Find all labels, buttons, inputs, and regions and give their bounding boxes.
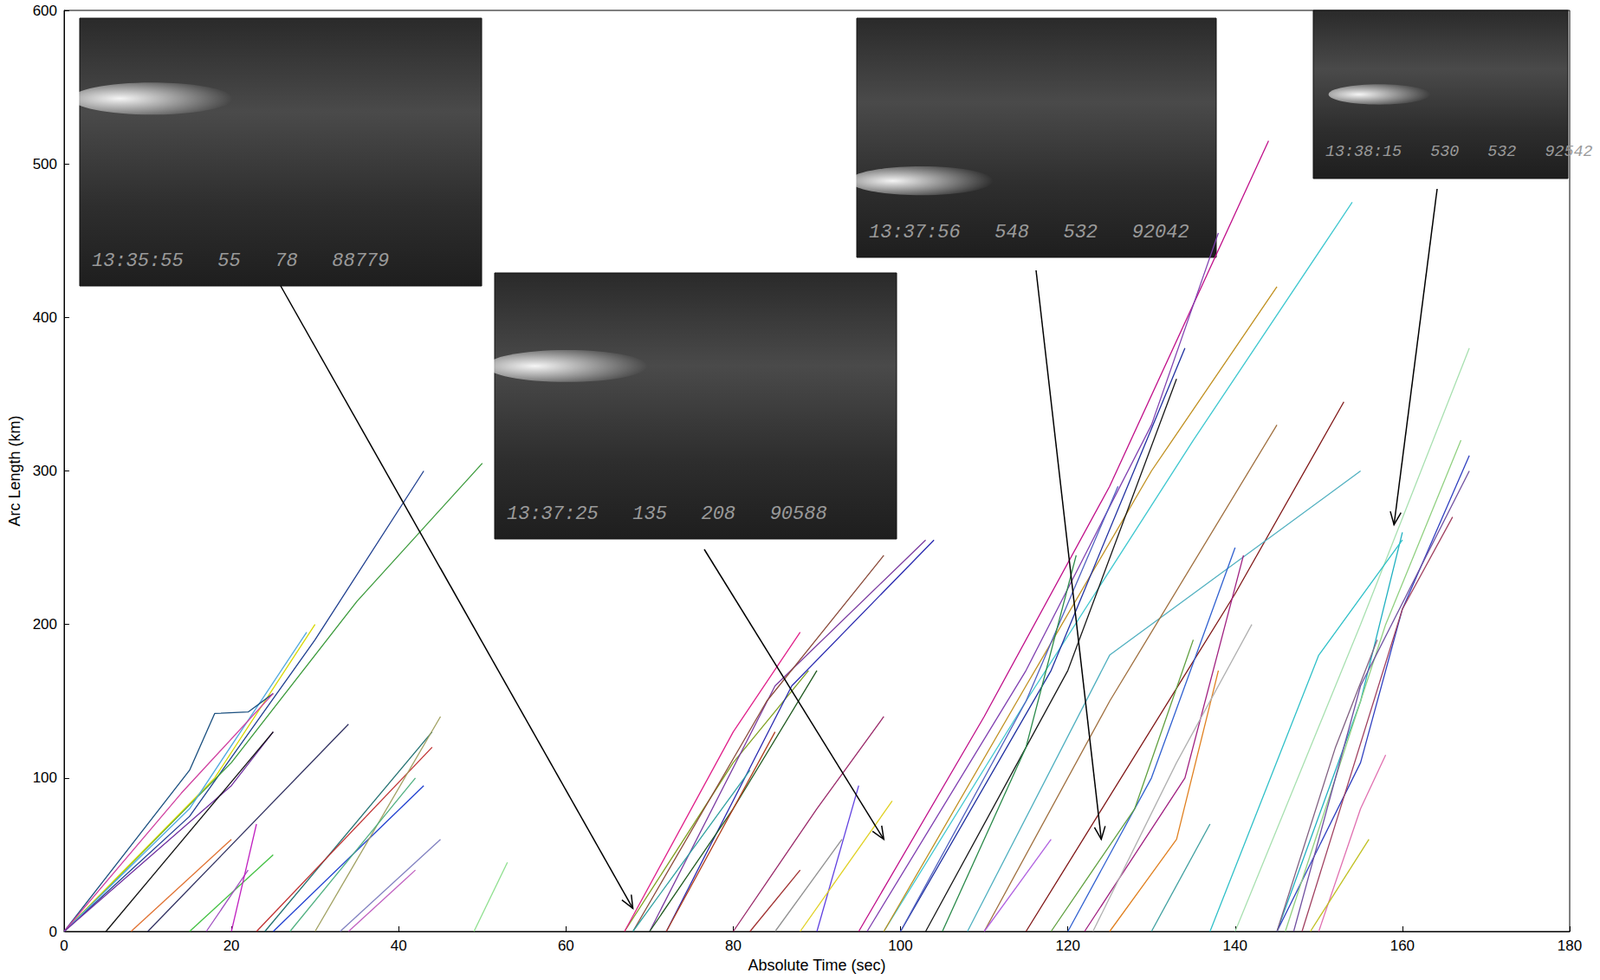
svg-text:40: 40 bbox=[390, 937, 408, 954]
svg-text:13:35:55 55 78 88779: 13:35:55 55 78 88779 bbox=[91, 250, 389, 273]
svg-text:120: 120 bbox=[1055, 937, 1080, 954]
svg-text:500: 500 bbox=[32, 155, 58, 173]
svg-text:13:38:15 530 532 92542: 13:38:15 530 532 92542 bbox=[1325, 142, 1594, 162]
svg-text:80: 80 bbox=[725, 937, 742, 954]
svg-text:60: 60 bbox=[557, 937, 575, 954]
svg-text:100: 100 bbox=[887, 937, 913, 954]
svg-text:400: 400 bbox=[32, 309, 58, 326]
svg-text:160: 160 bbox=[1390, 937, 1415, 954]
svg-text:300: 300 bbox=[32, 462, 58, 480]
svg-text:0: 0 bbox=[49, 923, 58, 940]
svg-text:180: 180 bbox=[1557, 937, 1582, 954]
svg-text:Absolute Time (sec): Absolute Time (sec) bbox=[747, 956, 886, 974]
svg-text:200: 200 bbox=[32, 615, 58, 633]
svg-text:13:37:56 548 532 92042: 13:37:56 548 532 92042 bbox=[868, 221, 1190, 244]
svg-text:Arc Length (km): Arc Length (km) bbox=[6, 414, 24, 526]
svg-text:600: 600 bbox=[32, 2, 58, 20]
svg-text:20: 20 bbox=[223, 937, 240, 954]
svg-text:0: 0 bbox=[59, 937, 68, 954]
svg-text:140: 140 bbox=[1223, 937, 1248, 954]
svg-text:100: 100 bbox=[32, 769, 58, 786]
svg-text:13:37:25 135 208 90588: 13:37:25 135 208 90588 bbox=[506, 503, 828, 525]
